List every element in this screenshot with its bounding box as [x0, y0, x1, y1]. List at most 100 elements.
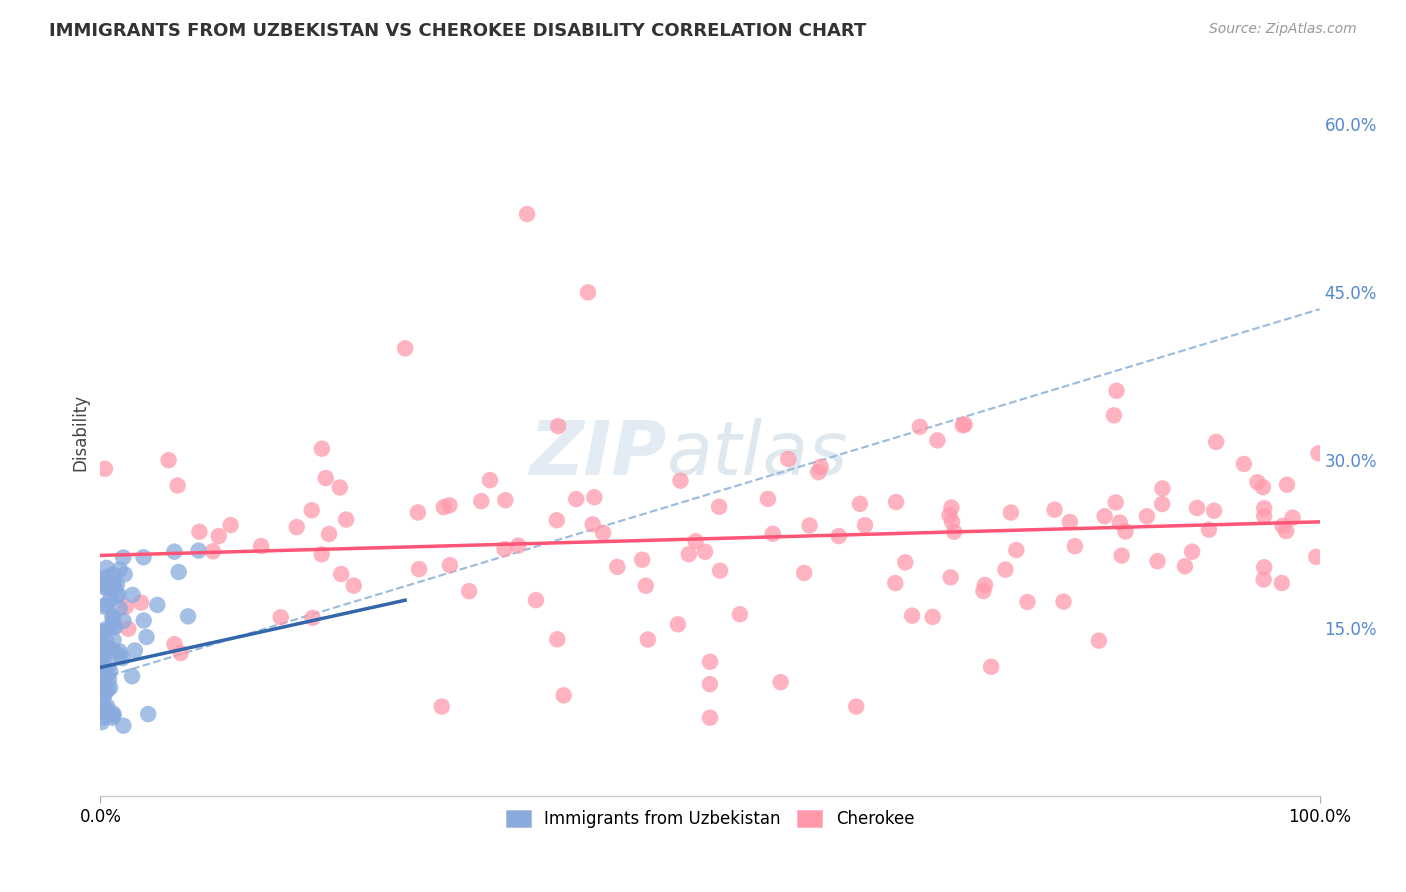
Point	[163, 544, 186, 558]
Point	[994, 563, 1017, 577]
Point	[108, 648, 131, 662]
Point	[1017, 595, 1039, 609]
Point	[90, 574, 112, 588]
Point	[115, 599, 138, 614]
Point	[117, 622, 139, 636]
Point	[91, 639, 114, 653]
Point	[1152, 482, 1174, 496]
Point	[709, 564, 731, 578]
Point	[112, 719, 135, 733]
Point	[103, 708, 125, 723]
Point	[129, 596, 152, 610]
Point	[394, 342, 416, 356]
Text: Source: ZipAtlas.com: Source: ZipAtlas.com	[1209, 22, 1357, 37]
Point	[96, 702, 118, 716]
Point	[408, 562, 430, 576]
Point	[516, 207, 538, 221]
Point	[93, 576, 115, 591]
Point	[637, 632, 659, 647]
Point	[301, 611, 323, 625]
Point	[439, 498, 461, 512]
Point	[91, 666, 114, 681]
Point	[343, 578, 366, 592]
Point	[318, 527, 340, 541]
Point	[104, 620, 127, 634]
Point	[91, 574, 114, 589]
Point	[329, 481, 352, 495]
Point	[1308, 446, 1330, 460]
Point	[941, 500, 963, 515]
Point	[97, 682, 120, 697]
Point	[631, 552, 654, 566]
Point	[921, 610, 943, 624]
Point	[188, 524, 211, 539]
Point	[270, 610, 292, 624]
Point	[884, 576, 907, 591]
Point	[1146, 554, 1168, 568]
Point	[177, 609, 200, 624]
Point	[107, 588, 129, 602]
Point	[90, 715, 112, 730]
Point	[91, 645, 114, 659]
Point	[1251, 480, 1274, 494]
Point	[685, 534, 707, 549]
Point	[430, 699, 453, 714]
Point	[93, 573, 115, 587]
Point	[828, 529, 851, 543]
Point	[285, 520, 308, 534]
Point	[166, 478, 188, 492]
Point	[1281, 510, 1303, 524]
Point	[1152, 497, 1174, 511]
Point	[565, 492, 588, 507]
Point	[108, 601, 131, 615]
Point	[330, 567, 353, 582]
Point	[576, 285, 599, 300]
Point	[96, 641, 118, 656]
Text: atlas: atlas	[668, 418, 849, 490]
Point	[666, 617, 689, 632]
Point	[101, 567, 124, 582]
Point	[108, 562, 131, 576]
Point	[1253, 501, 1275, 516]
Point	[157, 453, 180, 467]
Point	[1174, 559, 1197, 574]
Text: ZIP: ZIP	[530, 417, 668, 491]
Point	[1088, 633, 1111, 648]
Point	[96, 561, 118, 575]
Point	[1111, 549, 1133, 563]
Point	[678, 547, 700, 561]
Point	[799, 518, 821, 533]
Point	[1094, 509, 1116, 524]
Point	[1000, 506, 1022, 520]
Point	[634, 579, 657, 593]
Point	[553, 689, 575, 703]
Point	[699, 677, 721, 691]
Point	[669, 474, 692, 488]
Point	[1246, 475, 1268, 490]
Point	[91, 572, 114, 586]
Point	[94, 581, 117, 595]
Point	[699, 711, 721, 725]
Point	[163, 637, 186, 651]
Point	[1105, 384, 1128, 398]
Point	[98, 681, 121, 695]
Point	[908, 419, 931, 434]
Point	[606, 560, 628, 574]
Point	[105, 588, 128, 602]
Point	[94, 462, 117, 476]
Point	[93, 652, 115, 666]
Point	[101, 609, 124, 624]
Point	[121, 588, 143, 602]
Point	[494, 493, 516, 508]
Point	[439, 558, 461, 573]
Point	[1059, 515, 1081, 529]
Point	[94, 579, 117, 593]
Point	[112, 550, 135, 565]
Point	[101, 644, 124, 658]
Point	[524, 593, 547, 607]
Point	[458, 584, 481, 599]
Point	[699, 655, 721, 669]
Point	[112, 614, 135, 628]
Point	[1202, 504, 1225, 518]
Point	[98, 592, 121, 607]
